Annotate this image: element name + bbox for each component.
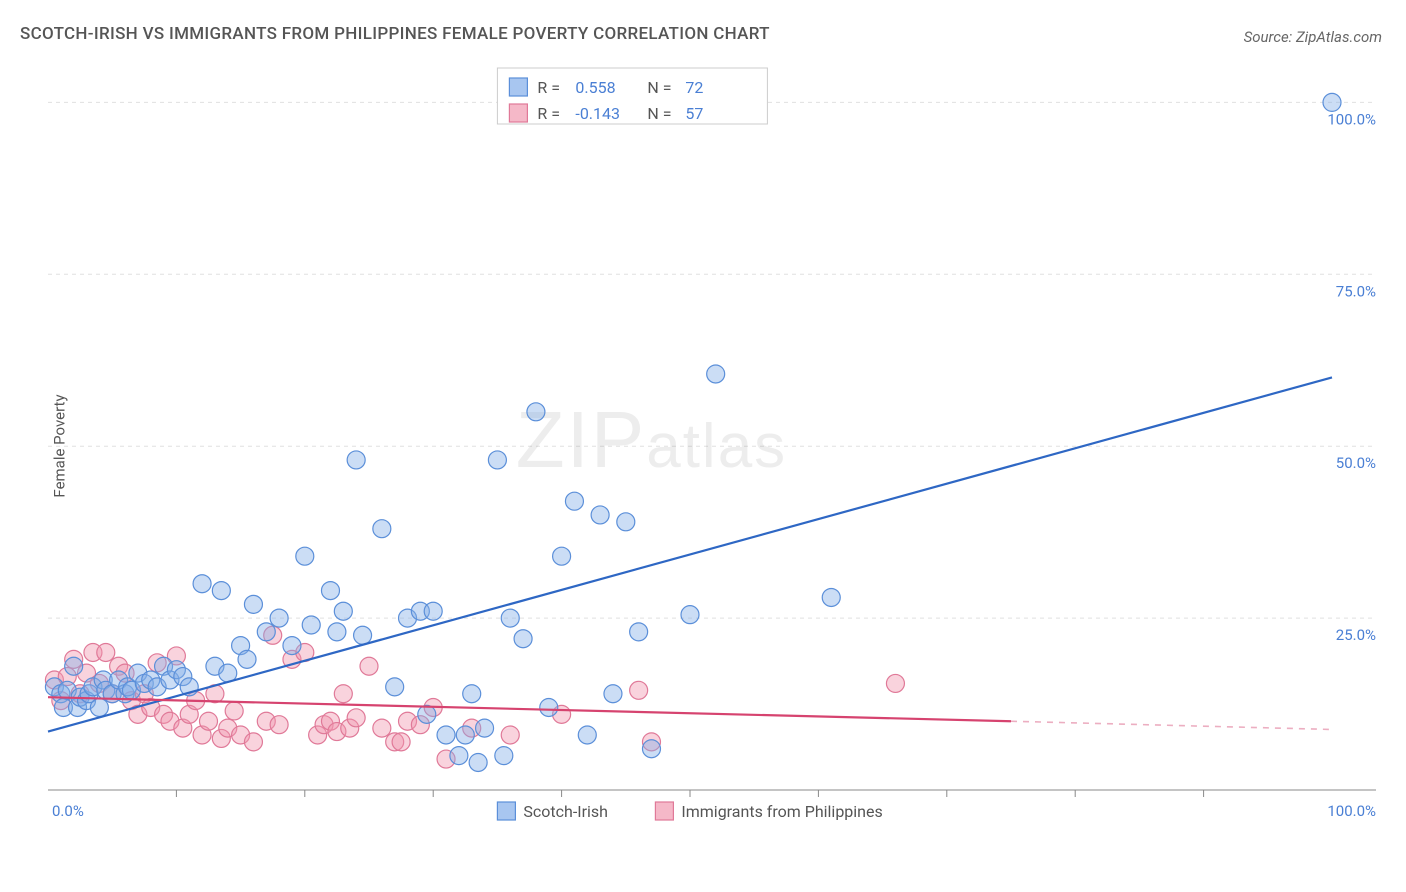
data-point [283,637,301,655]
legend-n-value: 72 [685,78,703,97]
data-point [270,716,288,734]
data-point [476,719,494,737]
x-tick-label: 0.0% [52,802,84,820]
plot-area: 25.0% 50.0% 75.0% 100.0% ZIPatlas 0.0% 100.0% R… [42,60,1382,824]
y-tick-label: 25.0% [1336,626,1376,644]
data-point [1323,93,1341,111]
source-value: ZipAtlas.com [1296,28,1382,46]
data-point [501,609,519,627]
data-point [328,623,346,641]
data-point [591,506,609,524]
data-point [270,609,288,627]
legend-r-label: R = [537,78,560,97]
legend-swatch [497,802,515,820]
legend-swatch [655,802,673,820]
data-point [578,726,596,744]
legend-r-value: -0.143 [575,104,620,123]
data-point [212,582,230,600]
legend-top: R = 0.558 N = 72 R = -0.143 N = 57 [497,68,767,124]
data-point [565,492,583,510]
data-point [495,747,513,765]
data-point [681,606,699,624]
source-attribution: Source: ZipAtlas.com [1244,28,1382,46]
x-tick-label: 100.0% [1327,802,1376,820]
trend-line-extrapolated [1011,721,1332,729]
data-point [193,575,211,593]
data-point [334,685,352,703]
data-point [456,726,474,744]
data-point [707,365,725,383]
data-point [488,451,506,469]
data-point [822,588,840,606]
data-point [238,650,256,668]
legend-n-label: N = [647,78,671,97]
data-point [392,733,410,751]
watermark-text: ZIPatlas [516,395,787,484]
legend-swatch [509,104,527,122]
data-point [244,595,262,613]
data-point [553,547,571,565]
y-tick-label: 50.0% [1336,454,1376,472]
legend-r-value: 0.558 [575,78,615,97]
data-point [321,582,339,600]
data-point [469,753,487,771]
legend-swatch [509,78,527,96]
data-point [617,513,635,531]
data-point [225,702,243,720]
y-tick-label: 100.0% [1327,110,1376,128]
data-point [463,685,481,703]
data-point [373,520,391,538]
data-point [386,678,404,696]
data-point [630,681,648,699]
data-point [334,602,352,620]
legend-n-value: 57 [685,104,703,123]
legend-n-label: N = [647,104,671,123]
data-point [354,626,372,644]
data-point [604,685,622,703]
data-point [347,709,365,727]
chart-title: SCOTCH-IRISH VS IMMIGRANTS FROM PHILIPPI… [20,24,770,44]
data-point [244,733,262,751]
data-point [450,747,468,765]
data-point [200,712,218,730]
legend-series-label: Immigrants from Philippines [681,802,882,821]
legend-r-label: R = [537,104,560,123]
data-point [437,726,455,744]
data-point [97,643,115,661]
data-point [527,403,545,421]
data-point [90,698,108,716]
data-point [257,623,275,641]
data-point [360,657,378,675]
data-point [418,705,436,723]
data-point [302,616,320,634]
data-point [65,657,83,675]
data-point [630,623,648,641]
legend-bottom: Scotch-Irish Immigrants from Philippines [497,802,882,821]
legend-series-label: Scotch-Irish [523,802,608,821]
data-point [347,451,365,469]
data-point [373,719,391,737]
source-label: Source: [1244,28,1293,46]
data-point [642,740,660,758]
data-point [424,602,442,620]
data-point [540,698,558,716]
data-point [514,630,532,648]
chart-svg: 25.0% 50.0% 75.0% 100.0% ZIPatlas 0.0% 100.0% R… [42,60,1382,824]
y-tick-label: 75.0% [1336,282,1376,300]
data-point [296,547,314,565]
data-point [501,726,519,744]
data-point [886,674,904,692]
chart-container: SCOTCH-IRISH VS IMMIGRANTS FROM PHILIPPI… [0,0,1406,892]
